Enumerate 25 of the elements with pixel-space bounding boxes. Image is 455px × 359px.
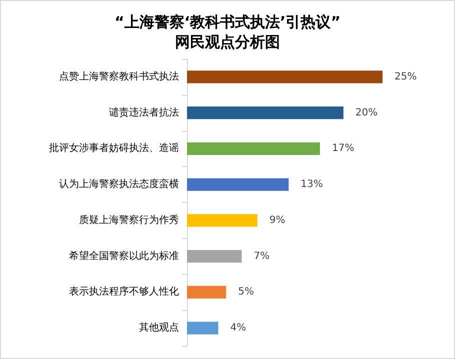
y-tick-label: 批评女涉事者妨碍执法、造谣 <box>49 142 179 154</box>
y-tick-label: 其他观点 <box>139 322 179 334</box>
y-tick-label: 质疑上海警察行为作秀 <box>79 214 179 226</box>
bar <box>187 214 258 227</box>
y-tick-label: 谴责违法者抗法 <box>109 106 179 118</box>
y-tick-label: 点赞上海警察教科书式执法 <box>59 70 179 82</box>
y-tick-label: 希望全国警察以此为标准 <box>69 250 179 262</box>
data-label: 17% <box>332 143 354 154</box>
bar <box>187 286 226 298</box>
data-label: 5% <box>238 286 254 298</box>
data-label: 13% <box>300 179 323 190</box>
data-label: 4% <box>230 322 246 334</box>
chart-title: “上海警察‘教科书式执法’引热议” 网民观点分析图 <box>114 13 341 51</box>
data-label: 9% <box>269 214 286 226</box>
data-label: 25% <box>394 71 417 82</box>
bar <box>187 178 289 191</box>
y-tick-label: 认为上海警察执法态度蛮横 <box>59 178 179 190</box>
bar <box>187 142 320 155</box>
data-label: 20% <box>355 107 378 118</box>
bar <box>187 250 242 263</box>
bar <box>187 106 344 120</box>
bar <box>187 322 218 334</box>
bar <box>187 70 383 84</box>
data-label: 7% <box>254 250 270 262</box>
y-tick-label: 表示执法程序不够人性化 <box>69 286 179 298</box>
